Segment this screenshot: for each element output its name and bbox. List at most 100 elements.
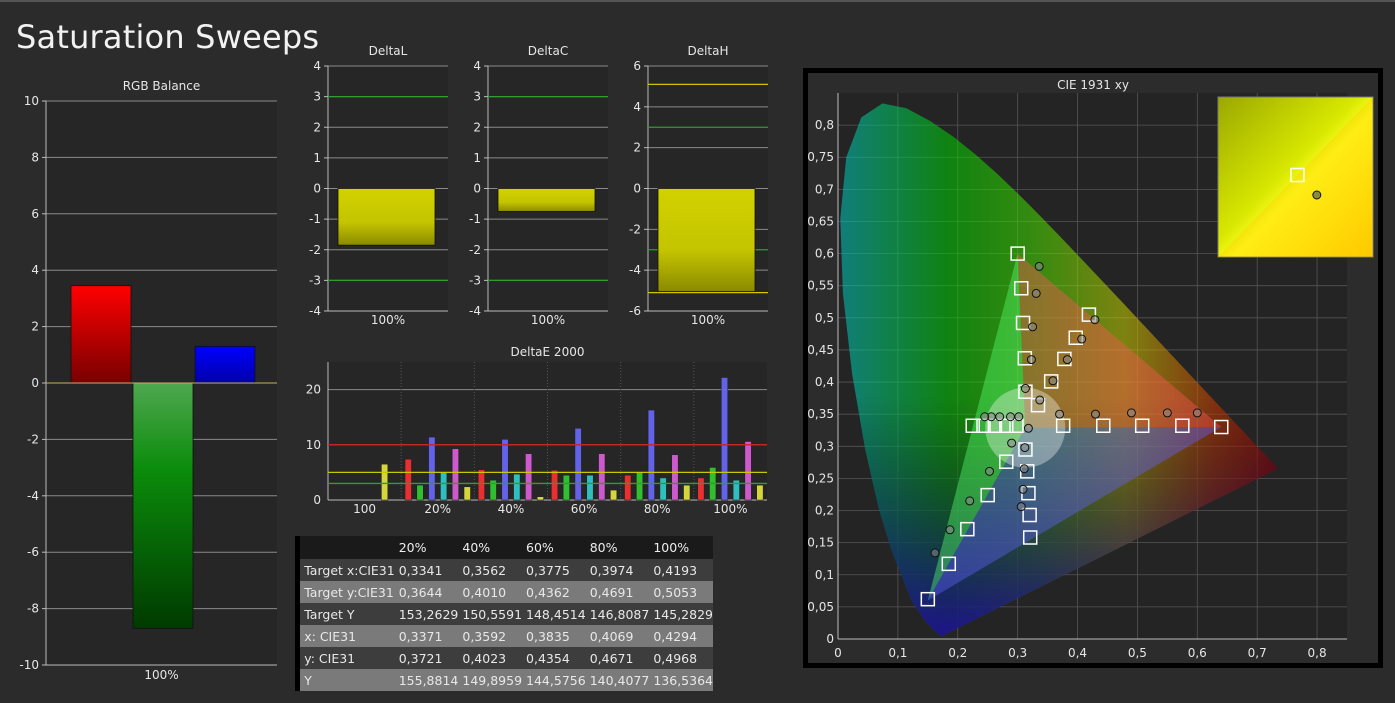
dl-y-tick-label: 4 [313, 59, 321, 73]
table-cell: 0,4010 [458, 581, 523, 603]
cie-gamut-segment-red [1017, 253, 1222, 428]
cie-x-tick-label: 0,5 [1128, 646, 1147, 660]
table-row-marker [295, 536, 301, 559]
dh-y-tick-label: 0 [633, 182, 641, 196]
cie-measured-marker [1162, 408, 1172, 418]
page-title: Saturation Sweeps [16, 18, 320, 56]
cie-measured-marker [1035, 395, 1045, 405]
cie-gamut-triangle [927, 253, 1222, 601]
de-bar [513, 473, 521, 501]
cie-y-tick-label: 0,4 [815, 375, 834, 389]
cie-zoom-inset [1217, 96, 1374, 258]
cie-measured-marker [1090, 409, 1100, 419]
table-cell: 0,3775 [522, 559, 586, 581]
table-row-marker [295, 603, 301, 625]
dc-y-tick-label: -2 [469, 243, 481, 257]
table-row-marker [295, 625, 301, 647]
table-header-cell: 80% [585, 536, 650, 559]
cie-target-marker [920, 591, 936, 607]
de-bar [744, 441, 752, 501]
dh-y-tick-label: -6 [629, 304, 641, 318]
table-cell: 144,5756 [522, 669, 586, 691]
table-row: Target x:CIE31 0,3341 0,3562 0,3775 0,3974 0,… [295, 559, 713, 581]
de-bar [416, 484, 424, 501]
dc-y-tick-label: 0 [473, 182, 481, 196]
cie-x-tick-label: 0,7 [1248, 646, 1267, 660]
de-bar [501, 438, 509, 501]
dh-bar [657, 188, 756, 293]
table-cell: 0,3721 [394, 647, 459, 669]
de-bar [671, 454, 679, 501]
table-cell: 0,4354 [522, 647, 586, 669]
dc-title: DeltaC [528, 44, 568, 58]
cie-measured-marker [965, 496, 975, 506]
cie-target-marker [1013, 281, 1029, 296]
rgb-y-tick-label: -2 [27, 432, 39, 446]
cie-y-tick-label: 0,3 [815, 439, 834, 453]
de-bar [477, 469, 485, 501]
dh-y-tick-label: -2 [629, 222, 641, 236]
cie-y-tick-label: 0,35 [807, 407, 834, 421]
table-cell: 0,4294 [649, 625, 713, 647]
dc-y-tick-label: -4 [469, 304, 481, 318]
cie-measured-marker [1126, 408, 1136, 418]
dh-x-tick-label: 100% [691, 313, 725, 327]
rgb-y-tick-label: -6 [27, 545, 39, 559]
table-cell: 0,4193 [649, 559, 713, 581]
cie-target-marker [1022, 507, 1037, 523]
cie-spectral-locus-shade [840, 103, 1278, 636]
cie-measured-marker [930, 548, 940, 558]
cie-y-tick-label: 0,2 [815, 504, 834, 518]
cie-target-marker [1015, 315, 1031, 331]
cie-target-marker [1134, 418, 1150, 433]
cie-diagram-group [840, 103, 1278, 636]
dc-y-tick-label: -3 [469, 273, 481, 287]
rgb-y-tick-label: 2 [31, 320, 39, 334]
cie-y-tick-label: 0,25 [807, 471, 834, 485]
cie-measured-marker [1020, 383, 1030, 393]
cie-y-tick-label: 0,5 [815, 311, 834, 325]
table-cell: 0,4968 [649, 647, 713, 669]
table-cell: 136,5364 [649, 669, 713, 691]
table-cell: 140,4077 [585, 669, 650, 691]
cie-target-marker [941, 556, 957, 572]
cie-target-marker [1055, 418, 1071, 433]
table-cell: 0,3341 [394, 559, 459, 581]
de-x-tick-label: 80% [644, 502, 671, 516]
de-x-tick-label: 20% [424, 502, 451, 516]
table-cell: 145,2829 [649, 603, 713, 625]
cie-target-marker [1096, 418, 1111, 433]
de-bar [574, 427, 582, 501]
de-bar [659, 477, 667, 501]
cie-x-tick-label: 0,1 [888, 646, 907, 660]
rgb-bar-green [132, 382, 194, 629]
table-cell: 0,4691 [585, 581, 650, 603]
cie-measured-marker [1031, 288, 1041, 298]
cie-measured-marker [1034, 261, 1044, 271]
de-bar [428, 436, 436, 501]
cie-target-marker [1018, 442, 1033, 457]
dl-y-tick-label: 1 [313, 151, 321, 165]
top-bar [0, 0, 1395, 2]
rgb-y-tick-label: -8 [27, 602, 39, 616]
dl-title: DeltaL [369, 44, 408, 58]
dh-y-tick-label: 4 [633, 100, 641, 114]
table-cell: 148,4514 [522, 603, 586, 625]
rgb-title: RGB Balance [123, 79, 201, 93]
cie-zoom-target-marker [1290, 167, 1305, 183]
dc-bar [497, 188, 596, 212]
cie-measured-marker [1020, 443, 1030, 453]
cie-measured-marker [1055, 409, 1065, 419]
table-row-marker [295, 581, 301, 603]
table-cell: 150,5591 [458, 603, 523, 625]
cie-y-tick-label: 0,15 [807, 536, 834, 550]
cie-measured-marker [1077, 334, 1087, 344]
cie-measured-marker [1005, 412, 1015, 422]
table-cell: 0,3592 [458, 625, 523, 647]
dl-y-tick-label: 3 [313, 90, 321, 104]
cie-measured-marker [995, 412, 1005, 422]
dl-y-tick-label: 0 [313, 182, 321, 196]
de-bar [624, 474, 632, 501]
cie-x-tick-label: 0,3 [1008, 646, 1027, 660]
